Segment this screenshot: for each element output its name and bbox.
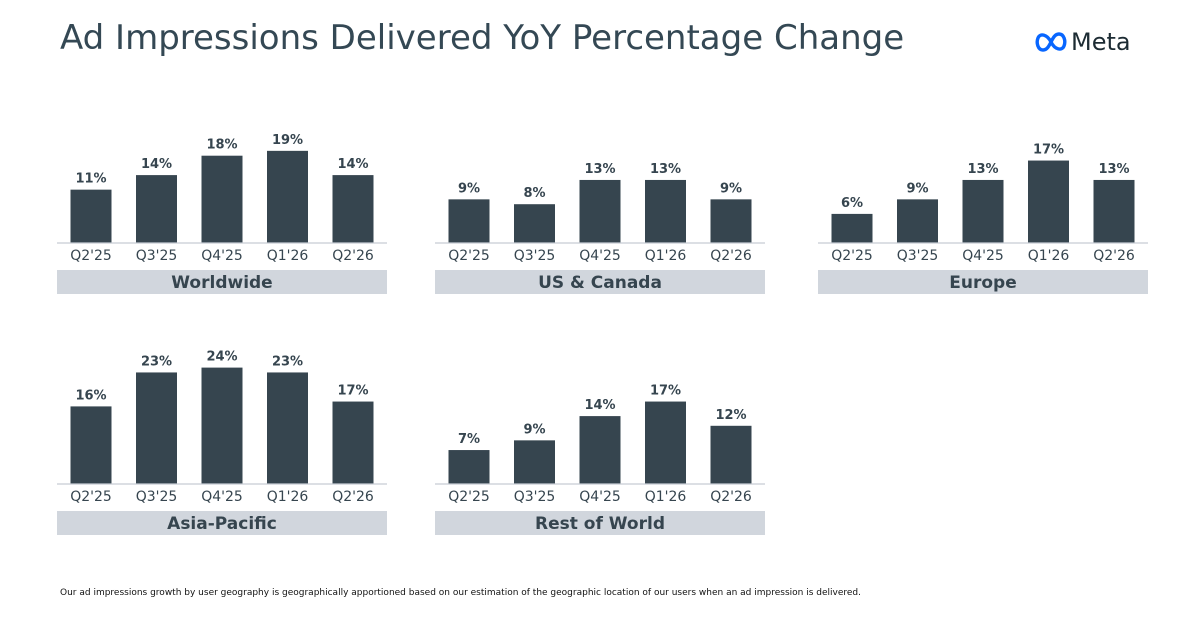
bar [710,425,752,484]
region-band [57,511,387,535]
x-tick-label: Q2'26 [710,248,752,264]
x-tick-label: Q1'26 [645,489,687,505]
data-label: 9% [720,181,742,196]
region-label: Worldwide [171,273,272,293]
meta-infinity-icon [1035,32,1067,52]
data-label: 7% [458,432,480,447]
data-label: 16% [75,388,106,403]
data-label: 17% [650,384,681,399]
bar [448,450,490,484]
chart-us-canada: 9% Q2'25 8% Q3'25 13% Q4'25 13% Q1'26 9% Q2'26 US … [435,162,765,294]
bar [710,199,752,243]
x-tick-label: Q2'25 [831,248,873,264]
x-tick-label: Q4'25 [579,489,621,505]
x-tick-label: Q2'25 [448,489,490,505]
logo-text: Meta [1071,28,1131,56]
bar [136,372,177,484]
data-label: 9% [523,422,545,437]
x-tick-label: Q1'26 [645,248,687,264]
x-tick-label: Q2'26 [710,489,752,505]
data-label: 14% [584,398,615,413]
region-band [435,270,765,294]
x-tick-label: Q3'25 [514,248,556,264]
data-label: 14% [141,157,172,172]
data-label: 17% [1033,143,1064,158]
region-band [818,270,1148,294]
data-label: 23% [141,354,172,369]
region-label: US & Canada [538,273,662,293]
x-tick-label: Q1'26 [267,489,309,505]
data-label: 13% [584,162,615,177]
data-label: 13% [1098,162,1129,177]
data-label: 9% [458,181,480,196]
bar [201,155,243,243]
data-label: 19% [272,133,303,148]
bar [579,179,621,243]
region-label: Asia-Pacific [167,514,277,534]
x-tick-label: Q3'25 [136,489,178,505]
data-label: 11% [75,172,106,187]
bar [332,175,374,243]
bar [514,204,555,243]
bar [448,199,490,243]
chart-europe: 6% Q2'25 9% Q3'25 13% Q4'25 17% Q1'26 13% Q2'26 Eu… [818,143,1148,294]
bar [1028,160,1069,243]
bar [514,440,555,484]
region-band [435,511,765,535]
bar [332,401,374,484]
data-label: 13% [650,162,681,177]
x-tick-label: Q3'25 [514,489,556,505]
bar [645,179,686,243]
bar [267,372,308,484]
data-label: 12% [715,408,746,423]
bar [1093,179,1135,243]
data-label: 14% [337,157,368,172]
x-tick-label: Q2'26 [1093,248,1135,264]
x-tick-label: Q4'25 [962,248,1004,264]
data-label: 13% [967,162,998,177]
data-label: 18% [206,138,237,153]
x-tick-label: Q4'25 [579,248,621,264]
data-label: 17% [337,384,368,399]
bar [831,213,873,243]
data-label: 8% [523,186,545,201]
bar [897,199,938,243]
x-tick-label: Q3'25 [136,248,178,264]
bar [70,406,112,484]
page-title: Ad Impressions Delivered YoY Percentage … [60,18,905,58]
chart-rest-of-world: 7% Q2'25 9% Q3'25 14% Q4'25 17% Q1'26 12% Q2'26 Re… [435,384,765,535]
bar [267,150,308,243]
x-tick-label: Q4'25 [201,248,243,264]
x-tick-label: Q3'25 [897,248,939,264]
bar [962,179,1004,243]
bar [645,401,686,484]
x-tick-label: Q2'26 [332,248,374,264]
region-label: Rest of World [535,514,665,534]
data-label: 23% [272,354,303,369]
data-label: 9% [906,181,928,196]
meta-logo: Meta [1034,28,1131,56]
x-tick-label: Q1'26 [1028,248,1070,264]
x-tick-label: Q2'25 [70,489,112,505]
region-band [57,270,387,294]
x-tick-label: Q4'25 [201,489,243,505]
x-tick-label: Q2'25 [70,248,112,264]
bar [70,189,112,243]
chart-worldwide: 11% Q2'25 14% Q3'25 18% Q4'25 19% Q1'26 14% Q2'26… [57,133,387,294]
footnote: Our ad impressions growth by user geogra… [60,588,861,598]
x-tick-label: Q2'25 [448,248,490,264]
x-tick-label: Q2'26 [332,489,374,505]
region-label: Europe [949,273,1016,293]
bar [136,175,177,243]
chart-asia-pacific: 16% Q2'25 23% Q3'25 24% Q4'25 23% Q1'26 17% Q2'26… [57,350,387,535]
data-label: 24% [206,350,237,365]
bar [201,367,243,484]
data-label: 6% [841,196,863,211]
bar [579,416,621,484]
x-tick-label: Q1'26 [267,248,309,264]
